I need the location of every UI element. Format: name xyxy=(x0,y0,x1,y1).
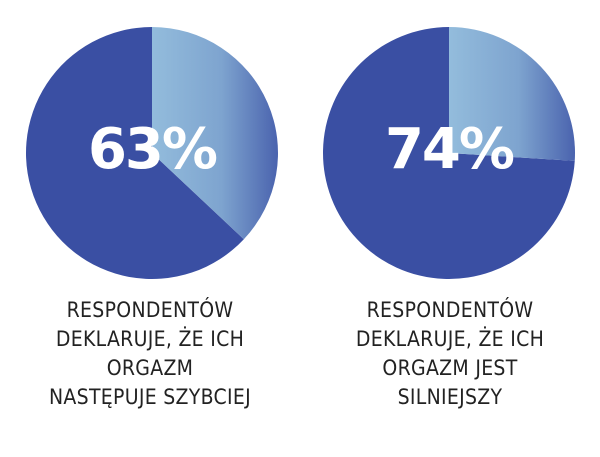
pie-slice-major xyxy=(322,27,575,279)
pie-chart-right: 74% RESPONDENTÓW DEKLARUJE, ŻE ICH ORGAZ… xyxy=(300,0,600,457)
caption-line: RESPONDENTÓW xyxy=(366,298,534,322)
percentage-label: 63% xyxy=(88,117,217,182)
caption-line: SILNIEJSZY xyxy=(397,385,503,409)
pie-chart-left: 63% RESPONDENTÓW DEKLARUJE, ŻE ICH ORGAZ… xyxy=(0,27,300,412)
pie-slice-major xyxy=(25,27,244,279)
caption-line: ORGAZM JEST xyxy=(382,356,518,380)
pie-slice-minor xyxy=(152,27,278,240)
pie-left-svg: 63% xyxy=(25,27,278,279)
pie-right-svg: 74% xyxy=(322,27,575,279)
caption-line: NASTĘPUJE SZYBCIEJ xyxy=(49,385,251,409)
caption-line: ORGAZM xyxy=(106,356,194,380)
percentage-label: 74% xyxy=(385,117,514,182)
pie-caption: RESPONDENTÓW DEKLARUJE, ŻE ICH ORGAZM JE… xyxy=(300,296,600,412)
caption-line: RESPONDENTÓW xyxy=(66,298,234,322)
pie-slice-minor xyxy=(449,27,575,161)
caption-line: DEKLARUJE, ŻE ICH xyxy=(55,327,245,351)
pie-caption: RESPONDENTÓW DEKLARUJE, ŻE ICH ORGAZM NA… xyxy=(0,296,300,412)
caption-line: DEKLARUJE, ŻE ICH xyxy=(355,327,545,351)
